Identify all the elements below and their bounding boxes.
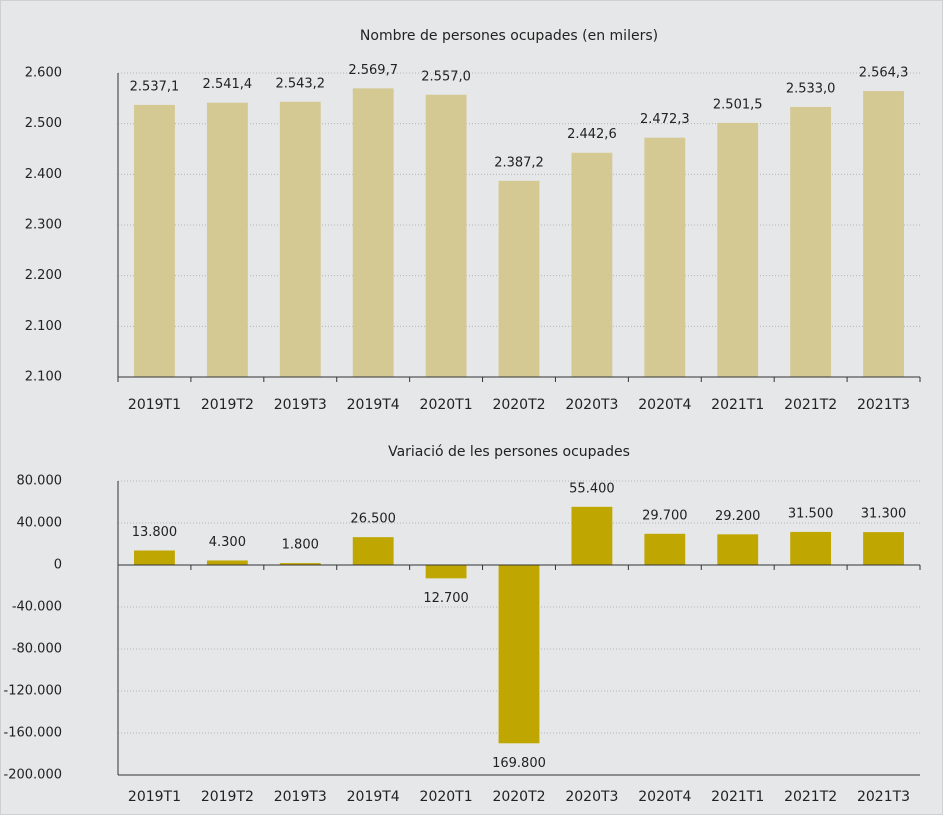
bar xyxy=(279,563,321,565)
x-tick-label: 2020T3 xyxy=(565,397,618,413)
y-tick-label: -80.000 xyxy=(12,642,62,657)
data-label: 4.300 xyxy=(209,535,246,550)
data-label: 13.800 xyxy=(132,525,178,540)
x-tick-label: 2020T1 xyxy=(420,789,473,805)
bar xyxy=(717,122,759,377)
x-tick-label: 2020T3 xyxy=(565,789,618,805)
data-label: 2.533,0 xyxy=(786,81,836,96)
data-label: 12.700 xyxy=(423,591,469,606)
bar xyxy=(206,102,248,377)
bar xyxy=(571,152,613,377)
y-tick-label: -200.000 xyxy=(4,768,62,783)
data-label: 2.442,6 xyxy=(567,127,617,142)
data-label: 169.800 xyxy=(492,756,546,771)
x-tick-label: 2021T1 xyxy=(711,789,764,805)
bar xyxy=(425,94,467,377)
bar xyxy=(644,533,686,565)
bar xyxy=(352,537,394,565)
x-tick-label: 2020T2 xyxy=(492,789,545,805)
bar xyxy=(134,550,175,565)
x-tick-label: 2020T2 xyxy=(492,397,545,413)
data-label: 2.541,4 xyxy=(203,77,253,92)
x-tick-label: 2020T4 xyxy=(638,789,691,805)
y-tick-label: 80.000 xyxy=(17,474,63,489)
data-label: 2.569,7 xyxy=(348,63,398,78)
y-tick-label: 0 xyxy=(54,558,62,573)
x-tick-label: 2019T1 xyxy=(128,789,181,805)
bar xyxy=(134,104,175,378)
bar xyxy=(206,560,248,565)
bar xyxy=(644,137,686,377)
y-tick-label: 2.500 xyxy=(25,116,62,131)
x-tick-label: 2019T3 xyxy=(274,789,327,805)
x-tick-label: 2021T3 xyxy=(857,789,910,805)
bar xyxy=(863,532,904,565)
x-tick-label: 2021T1 xyxy=(711,397,764,413)
x-tick-label: 2019T3 xyxy=(274,397,327,413)
bar xyxy=(790,106,832,378)
bar xyxy=(279,101,321,378)
x-tick-label: 2019T4 xyxy=(347,397,400,413)
bar xyxy=(863,91,904,377)
data-label: 2.557,0 xyxy=(421,69,471,84)
bar xyxy=(571,506,613,565)
x-tick-label: 2019T1 xyxy=(128,397,181,413)
data-label: 29.200 xyxy=(715,509,761,524)
bar xyxy=(790,531,832,565)
y-tick-label: 2.100 xyxy=(25,319,62,334)
data-label: 2.564,3 xyxy=(859,66,909,81)
y-tick-label: -160.000 xyxy=(4,726,62,741)
y-tick-label: 2.100 xyxy=(25,370,62,385)
data-label: 2.537,1 xyxy=(130,79,180,94)
data-label: 31.300 xyxy=(861,507,907,522)
y-tick-label: 2.400 xyxy=(25,167,62,182)
x-tick-label: 2019T2 xyxy=(201,789,254,805)
x-tick-label: 2020T4 xyxy=(638,397,691,413)
chart-title: Nombre de persones ocupades (en milers) xyxy=(360,28,658,44)
y-tick-label: 2.600 xyxy=(25,66,62,81)
x-tick-label: 2019T4 xyxy=(347,789,400,805)
data-label: 29.700 xyxy=(642,508,688,523)
data-label: 26.500 xyxy=(350,512,396,527)
bar xyxy=(498,565,540,744)
x-tick-label: 2021T2 xyxy=(784,789,837,805)
y-tick-label: 40.000 xyxy=(17,516,63,531)
data-label: 1.800 xyxy=(282,538,319,553)
x-tick-label: 2021T2 xyxy=(784,397,837,413)
data-label: 2.472,3 xyxy=(640,112,690,127)
y-tick-label: 2.300 xyxy=(25,218,62,233)
data-label: 55.400 xyxy=(569,481,615,496)
data-label: 2.387,2 xyxy=(494,155,544,170)
bar xyxy=(425,565,467,579)
bar xyxy=(352,88,394,378)
bar xyxy=(498,180,540,377)
y-tick-label: -40.000 xyxy=(12,600,62,615)
y-tick-label: -120.000 xyxy=(4,684,62,699)
data-label: 2.543,2 xyxy=(275,76,325,91)
chart-title: Variació de les persones ocupades xyxy=(388,444,630,460)
bar xyxy=(717,534,759,565)
data-label: 2.501,5 xyxy=(713,97,763,112)
x-tick-label: 2019T2 xyxy=(201,397,254,413)
data-label: 31.500 xyxy=(788,506,834,521)
x-tick-label: 2021T3 xyxy=(857,397,910,413)
x-tick-label: 2020T1 xyxy=(420,397,473,413)
y-tick-label: 2.200 xyxy=(25,268,62,283)
